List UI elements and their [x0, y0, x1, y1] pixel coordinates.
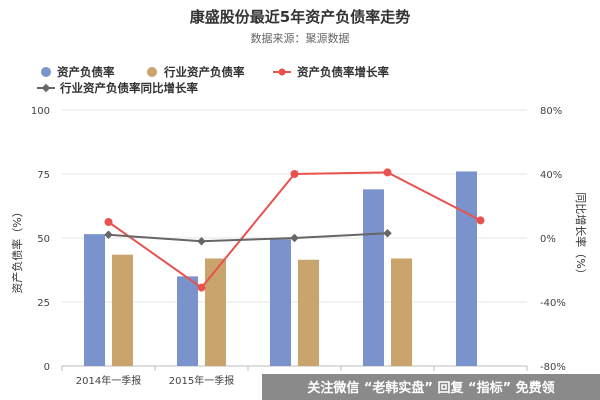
point-growth: [197, 283, 206, 292]
point-growth: [476, 216, 485, 225]
y2-axis-title: 同比增长率（%）: [574, 192, 588, 279]
left-axis-ticks: 0 25 50 75 100: [31, 106, 50, 373]
chart-subtitle: 数据来源：聚源数据: [251, 31, 350, 45]
x-tick-label: 2015年一季报: [169, 374, 234, 387]
series-line-industry-growth: [108, 232, 388, 243]
bar-asset-ratio: [177, 276, 198, 366]
watermark: 关注微信 “老韩实盘” 回复 “指标” 免费领: [262, 374, 600, 400]
legend-marker-growth: [278, 68, 286, 76]
y-tick-label: 50: [37, 234, 50, 245]
y-tick-label: 75: [37, 170, 50, 181]
chart-title: 康盛股份最近5年资产负债率走势: [190, 8, 410, 26]
point-growth: [290, 170, 299, 178]
bars-layer: [84, 171, 477, 366]
y2-tick-label: 0%: [540, 234, 556, 245]
bar-industry-ratio: [205, 258, 226, 366]
bar-asset-ratio: [363, 189, 384, 366]
point-growth: [383, 168, 392, 177]
point-industry-growth: [383, 228, 392, 238]
y-tick-label: 100: [31, 106, 50, 117]
right-axis-ticks: -80% -40% 0% 40% 80%: [540, 106, 566, 373]
point-growth: [104, 218, 113, 226]
legend-label-growth: 资产负债率增长率: [297, 65, 389, 79]
legend-label-industry-growth: 行业资产负债率同比增长率: [59, 81, 198, 95]
y2-tick-label: -40%: [540, 298, 566, 309]
bar-industry-ratio: [298, 259, 319, 366]
y2-tick-label: -80%: [540, 362, 566, 373]
y-axis-title: 资产负债率（%）: [10, 206, 24, 293]
watermark-background: [262, 374, 600, 400]
bar-asset-ratio: [84, 234, 105, 366]
point-industry-growth: [104, 230, 113, 240]
y-tick-label: 25: [37, 298, 50, 309]
legend-marker-asset-ratio: [41, 67, 51, 77]
point-industry-growth: [290, 233, 299, 243]
bar-industry-ratio: [391, 258, 412, 366]
bar-industry-ratio: [112, 254, 133, 366]
legend-marker-industry-ratio: [147, 67, 157, 77]
bar-asset-ratio: [270, 239, 291, 366]
legend: 资产负债率 行业资产负债率 资产负债率增长率 行业资产负债率同比增长率: [37, 65, 389, 95]
point-industry-growth: [197, 236, 206, 246]
legend-label-industry-ratio: 行业资产负债率: [163, 65, 245, 79]
lines-layer: [104, 168, 485, 292]
y2-tick-label: 40%: [540, 170, 562, 181]
y2-tick-label: 80%: [540, 106, 562, 117]
bar-asset-ratio: [456, 171, 477, 366]
series-line-growth: [107, 171, 481, 289]
watermark-text: 关注微信 “老韩实盘” 回复 “指标” 免费领: [307, 380, 554, 396]
x-tick-label: 2014年一季报: [76, 374, 141, 387]
y-tick-label: 0: [44, 362, 50, 373]
legend-marker-industry-growth: [41, 83, 51, 93]
legend-label-asset-ratio: 资产负债率: [57, 65, 115, 79]
